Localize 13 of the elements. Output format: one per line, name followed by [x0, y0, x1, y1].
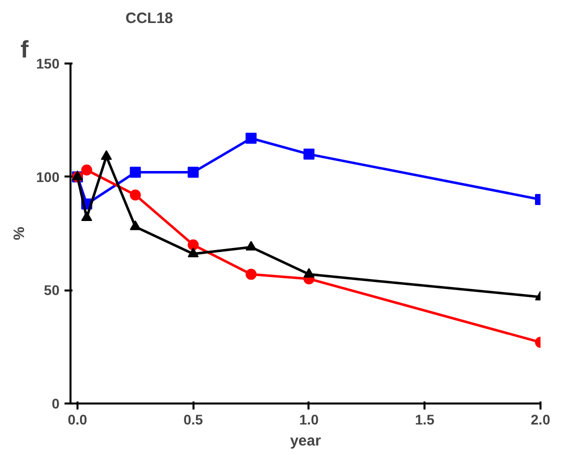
x-axis-title: year	[290, 432, 322, 450]
x-tick-label: 0.5	[183, 412, 204, 428]
x-tick-label: 0.0	[68, 412, 88, 428]
text: f	[20, 36, 30, 64]
y-tick-label: 0	[52, 396, 60, 412]
y-tick-label: 50	[44, 282, 60, 298]
y-axis-title: %	[11, 226, 28, 240]
y-tick-label: 150	[36, 56, 60, 72]
x-tick-label: 2.0	[530, 412, 550, 428]
y-tick-label: 100	[36, 168, 60, 185]
x-tick-label: 1.5	[415, 412, 435, 428]
x-tick-label: 1.0	[299, 412, 319, 428]
chart-title: CCL18	[126, 10, 174, 27]
